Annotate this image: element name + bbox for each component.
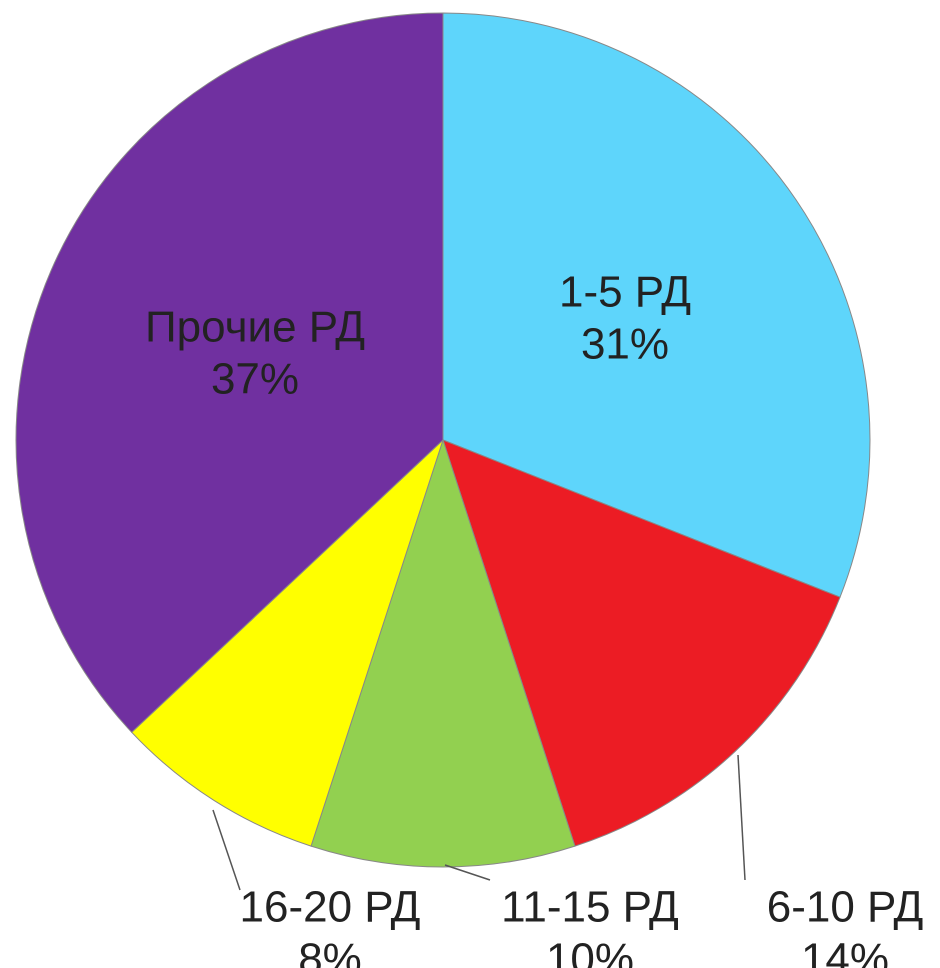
slice-label: Прочие РД [145,303,365,352]
slice-label: 1-5 РД [559,268,691,317]
slice-value-label: 31% [581,320,669,369]
leader-line [212,809,241,891]
slice-value-label: 14% [801,935,889,968]
slice-label: 6-10 РД [767,883,924,932]
slice-value-label: 8% [298,935,362,968]
pie-slice [442,12,871,598]
leader-line [444,864,491,881]
slice-label: 11-15 РД [501,883,679,932]
pie-slice [310,438,576,868]
leader-line [737,754,746,881]
slice-value-label: 37% [211,355,299,404]
slice-value-label: 10% [546,935,634,968]
pie-slice [15,12,444,734]
pie-slice [131,439,444,847]
slice-label: 16-20 РД [240,883,421,932]
